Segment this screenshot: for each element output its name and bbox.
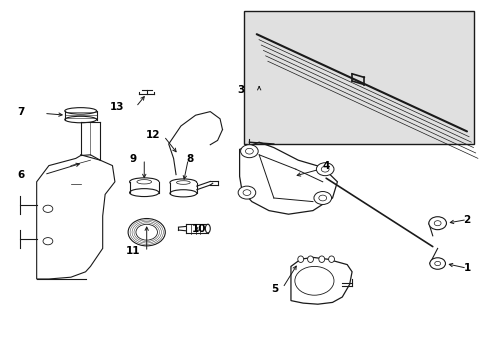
Ellipse shape — [328, 256, 334, 262]
Ellipse shape — [318, 256, 324, 262]
Ellipse shape — [129, 178, 159, 186]
Text: 11: 11 — [125, 246, 140, 256]
Text: 13: 13 — [110, 102, 124, 112]
Text: 4: 4 — [322, 161, 330, 171]
Bar — [244, 11, 473, 144]
Text: 3: 3 — [237, 85, 244, 95]
Text: 8: 8 — [186, 154, 193, 164]
Text: 10: 10 — [191, 224, 206, 234]
Ellipse shape — [170, 179, 196, 186]
Circle shape — [428, 217, 446, 230]
Text: 6: 6 — [17, 170, 24, 180]
Ellipse shape — [297, 256, 303, 262]
Circle shape — [240, 145, 258, 158]
Bar — [129, 182, 159, 193]
Circle shape — [238, 186, 255, 199]
Circle shape — [429, 258, 445, 269]
Ellipse shape — [205, 224, 210, 233]
Ellipse shape — [64, 108, 96, 114]
Text: 1: 1 — [463, 263, 469, 273]
Text: 5: 5 — [271, 284, 278, 294]
Ellipse shape — [307, 256, 313, 262]
Text: 2: 2 — [463, 215, 469, 225]
Text: 12: 12 — [145, 130, 160, 140]
Circle shape — [316, 163, 333, 176]
Text: 7: 7 — [17, 107, 24, 117]
Circle shape — [313, 192, 331, 204]
Text: 9: 9 — [129, 154, 136, 164]
Bar — [170, 183, 196, 193]
